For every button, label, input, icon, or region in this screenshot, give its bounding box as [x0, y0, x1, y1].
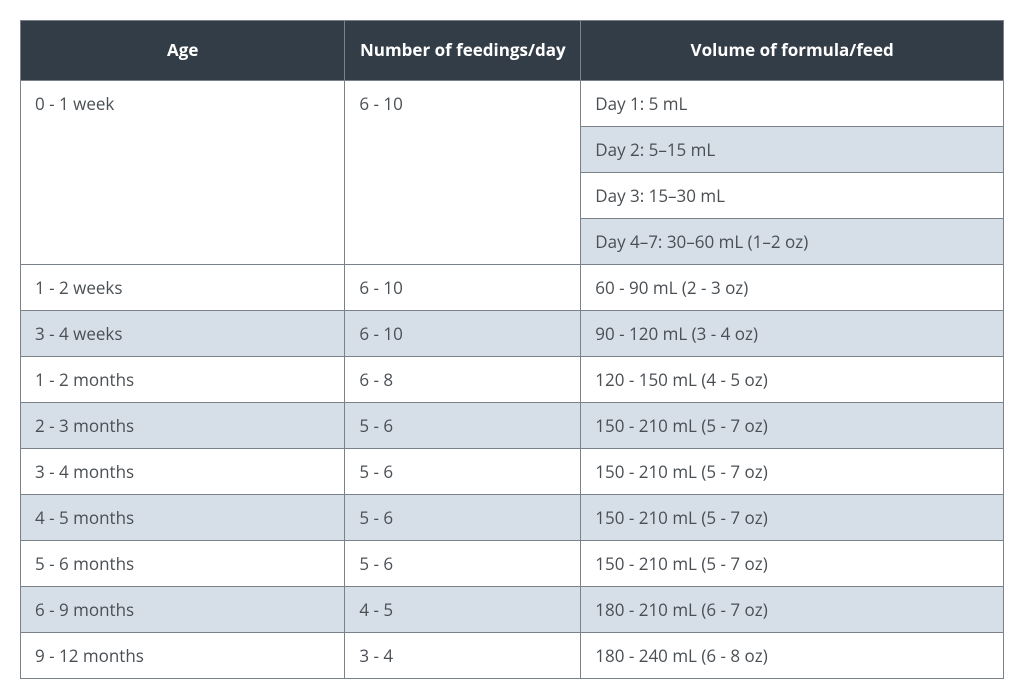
cell-age: 6 - 9 months [21, 586, 345, 632]
cell-volume: 150 - 210 mL (5 - 7 oz) [581, 540, 1004, 586]
table-row: 4 - 5 months 5 - 6 150 - 210 mL (5 - 7 o… [21, 494, 1004, 540]
cell-volume: 60 - 90 mL (2 - 3 oz) [581, 264, 1004, 310]
cell-volume: 150 - 210 mL (5 - 7 oz) [581, 402, 1004, 448]
cell-age: 1 - 2 weeks [21, 264, 345, 310]
table-row: 9 - 12 months 3 - 4 180 - 240 mL (6 - 8 … [21, 632, 1004, 678]
table-row: 1 - 2 weeks 6 - 10 60 - 90 mL (2 - 3 oz) [21, 264, 1004, 310]
cell-volume: 150 - 210 mL (5 - 7 oz) [581, 494, 1004, 540]
cell-volume: 120 - 150 mL (4 - 5 oz) [581, 356, 1004, 402]
cell-volume: Day 1: 5 mL [581, 80, 1004, 126]
cell-feedings: 6 - 8 [345, 356, 581, 402]
cell-age: 0 - 1 week [21, 80, 345, 264]
cell-feedings: 5 - 6 [345, 540, 581, 586]
col-header-feedings: Number of feedings/day [345, 21, 581, 81]
cell-age: 1 - 2 months [21, 356, 345, 402]
cell-age: 3 - 4 weeks [21, 310, 345, 356]
table-header: Age Number of feedings/day Volume of for… [21, 21, 1004, 81]
cell-feedings: 3 - 4 [345, 632, 581, 678]
cell-volume: Day 4–7: 30–60 mL (1–2 oz) [581, 218, 1004, 264]
cell-feedings: 4 - 5 [345, 586, 581, 632]
col-header-volume: Volume of formula/feed [581, 21, 1004, 81]
table-row: 3 - 4 weeks 6 - 10 90 - 120 mL (3 - 4 oz… [21, 310, 1004, 356]
cell-volume: 180 - 210 mL (6 - 7 oz) [581, 586, 1004, 632]
cell-volume: 150 - 210 mL (5 - 7 oz) [581, 448, 1004, 494]
cell-feedings: 6 - 10 [345, 264, 581, 310]
cell-age: 3 - 4 months [21, 448, 345, 494]
cell-feedings: 5 - 6 [345, 448, 581, 494]
col-header-age: Age [21, 21, 345, 81]
cell-age: 2 - 3 months [21, 402, 345, 448]
cell-feedings: 5 - 6 [345, 494, 581, 540]
cell-volume: 90 - 120 mL (3 - 4 oz) [581, 310, 1004, 356]
cell-age: 5 - 6 months [21, 540, 345, 586]
table-row: 5 - 6 months 5 - 6 150 - 210 mL (5 - 7 o… [21, 540, 1004, 586]
cell-volume: 180 - 240 mL (6 - 8 oz) [581, 632, 1004, 678]
cell-feedings: 6 - 10 [345, 80, 581, 264]
cell-volume: Day 2: 5–15 mL [581, 126, 1004, 172]
cell-volume: Day 3: 15–30 mL [581, 172, 1004, 218]
feeding-table: Age Number of feedings/day Volume of for… [20, 20, 1004, 679]
table-row: 0 - 1 week 6 - 10 Day 1: 5 mL [21, 80, 1004, 126]
cell-feedings: 5 - 6 [345, 402, 581, 448]
cell-feedings: 6 - 10 [345, 310, 581, 356]
cell-age: 4 - 5 months [21, 494, 345, 540]
table-row: 2 - 3 months 5 - 6 150 - 210 mL (5 - 7 o… [21, 402, 1004, 448]
table-row: 3 - 4 months 5 - 6 150 - 210 mL (5 - 7 o… [21, 448, 1004, 494]
table-row: 1 - 2 months 6 - 8 120 - 150 mL (4 - 5 o… [21, 356, 1004, 402]
cell-age: 9 - 12 months [21, 632, 345, 678]
table-row: 6 - 9 months 4 - 5 180 - 210 mL (6 - 7 o… [21, 586, 1004, 632]
table-body: 0 - 1 week 6 - 10 Day 1: 5 mL Day 2: 5–1… [21, 80, 1004, 678]
